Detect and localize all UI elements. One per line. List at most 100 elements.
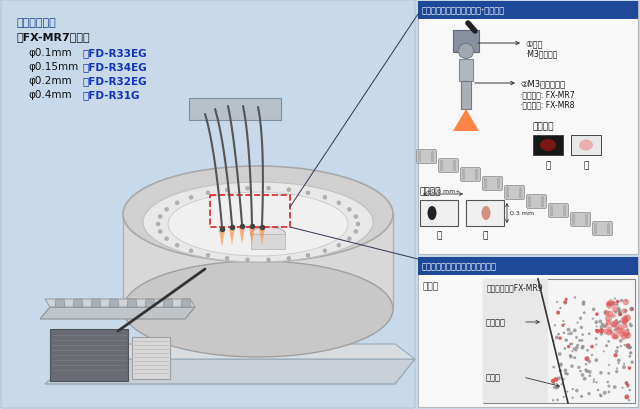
Circle shape — [175, 201, 179, 205]
Circle shape — [572, 397, 574, 399]
Circle shape — [556, 386, 559, 389]
Circle shape — [618, 331, 625, 337]
Circle shape — [618, 325, 623, 331]
Circle shape — [575, 349, 577, 352]
Text: 方向判别: 方向判别 — [420, 187, 442, 196]
Circle shape — [614, 335, 619, 339]
Text: φ0.1mm: φ0.1mm — [28, 48, 72, 58]
FancyBboxPatch shape — [504, 186, 525, 200]
Circle shape — [266, 258, 271, 262]
Polygon shape — [163, 299, 173, 307]
Circle shape — [563, 301, 567, 304]
Circle shape — [608, 364, 611, 366]
FancyBboxPatch shape — [461, 168, 481, 182]
Circle shape — [617, 307, 621, 311]
Circle shape — [563, 396, 565, 398]
Circle shape — [623, 330, 630, 337]
Text: ：FD-R33EG: ：FD-R33EG — [82, 48, 147, 58]
Circle shape — [354, 230, 358, 234]
Circle shape — [599, 393, 602, 396]
Circle shape — [618, 362, 620, 364]
Circle shape — [588, 374, 591, 377]
Circle shape — [225, 256, 229, 261]
Circle shape — [582, 377, 586, 381]
Circle shape — [354, 215, 358, 219]
Circle shape — [623, 324, 628, 328]
Circle shape — [624, 316, 627, 319]
Circle shape — [562, 320, 564, 322]
Circle shape — [615, 370, 618, 373]
Circle shape — [621, 317, 627, 324]
Circle shape — [573, 328, 577, 333]
Circle shape — [612, 333, 618, 339]
Circle shape — [614, 298, 616, 300]
FancyBboxPatch shape — [459, 60, 473, 82]
FancyBboxPatch shape — [483, 279, 635, 403]
FancyBboxPatch shape — [585, 214, 588, 225]
Text: ：FD-R34EG: ：FD-R34EG — [82, 62, 147, 72]
Polygon shape — [249, 227, 255, 245]
Circle shape — [626, 333, 629, 336]
FancyBboxPatch shape — [483, 177, 502, 191]
FancyBboxPatch shape — [420, 200, 458, 227]
Circle shape — [629, 323, 631, 325]
Circle shape — [287, 256, 291, 261]
Circle shape — [614, 325, 617, 328]
Ellipse shape — [250, 227, 285, 241]
Circle shape — [585, 369, 589, 373]
Circle shape — [614, 311, 618, 314]
Circle shape — [588, 333, 591, 335]
Circle shape — [556, 301, 558, 303]
Circle shape — [595, 329, 600, 334]
Circle shape — [608, 299, 614, 305]
Circle shape — [603, 391, 607, 395]
Circle shape — [595, 344, 598, 346]
Circle shape — [607, 391, 611, 393]
Circle shape — [619, 339, 623, 343]
Circle shape — [164, 237, 169, 241]
Circle shape — [592, 308, 595, 311]
Circle shape — [566, 328, 570, 332]
Circle shape — [588, 360, 591, 364]
FancyBboxPatch shape — [572, 214, 575, 225]
Circle shape — [618, 310, 621, 313]
Circle shape — [561, 324, 564, 327]
Text: φ0.4mm: φ0.4mm — [28, 90, 72, 100]
FancyBboxPatch shape — [189, 99, 281, 121]
Circle shape — [206, 254, 210, 258]
FancyBboxPatch shape — [132, 337, 170, 379]
Circle shape — [612, 320, 618, 326]
Circle shape — [590, 345, 594, 348]
Circle shape — [593, 381, 595, 383]
Circle shape — [628, 366, 631, 370]
Circle shape — [621, 335, 626, 340]
FancyBboxPatch shape — [506, 188, 509, 198]
Text: ·M3同轴反射: ·M3同轴反射 — [525, 49, 557, 58]
Circle shape — [606, 302, 613, 309]
Text: 平行光透镜：FX-MR9: 平行光透镜：FX-MR9 — [487, 282, 543, 291]
Ellipse shape — [481, 207, 490, 220]
Circle shape — [572, 388, 574, 390]
Circle shape — [593, 378, 595, 381]
FancyBboxPatch shape — [550, 205, 553, 216]
Circle shape — [604, 310, 607, 315]
Circle shape — [158, 215, 162, 219]
Circle shape — [306, 191, 310, 196]
Circle shape — [611, 301, 616, 307]
Circle shape — [573, 347, 576, 351]
Circle shape — [584, 356, 589, 361]
Circle shape — [624, 318, 629, 323]
Circle shape — [611, 314, 616, 318]
Circle shape — [625, 332, 631, 339]
FancyBboxPatch shape — [484, 179, 487, 189]
Text: ·可调光点: FX-MR8: ·可调光点: FX-MR8 — [520, 100, 575, 109]
Circle shape — [356, 222, 360, 227]
Circle shape — [622, 365, 626, 369]
Polygon shape — [127, 299, 137, 307]
FancyBboxPatch shape — [462, 170, 465, 180]
FancyBboxPatch shape — [570, 213, 591, 227]
Circle shape — [613, 328, 616, 331]
Circle shape — [618, 309, 621, 312]
Circle shape — [569, 343, 571, 345]
Circle shape — [626, 384, 630, 387]
